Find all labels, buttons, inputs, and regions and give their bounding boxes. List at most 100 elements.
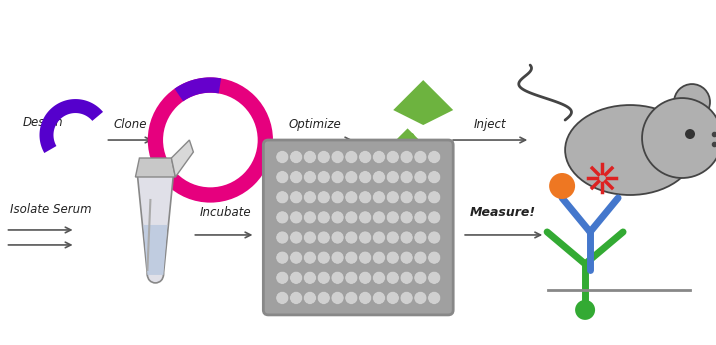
Circle shape [414,211,427,224]
Circle shape [372,211,385,224]
Circle shape [359,271,372,284]
Circle shape [372,191,385,204]
Circle shape [359,231,372,244]
Text: Measure!: Measure! [470,206,536,219]
Circle shape [317,251,330,264]
Circle shape [290,211,303,224]
Circle shape [427,231,441,244]
Circle shape [414,231,427,244]
Circle shape [276,211,289,224]
Circle shape [372,171,385,184]
Circle shape [414,271,427,284]
Circle shape [359,211,372,224]
Circle shape [331,251,344,264]
Circle shape [427,251,441,264]
Circle shape [304,211,316,224]
Text: Clone: Clone [114,118,147,130]
Circle shape [276,292,289,304]
Circle shape [304,150,316,164]
Circle shape [331,271,344,284]
Text: Incubate: Incubate [200,206,251,219]
Circle shape [359,191,372,204]
Circle shape [387,211,400,224]
Circle shape [331,191,344,204]
Circle shape [400,191,413,204]
Text: Inject: Inject [474,118,506,130]
Circle shape [290,251,303,264]
Circle shape [414,191,427,204]
Circle shape [414,150,427,164]
Circle shape [674,84,710,120]
Circle shape [317,150,330,164]
Ellipse shape [565,105,695,195]
Polygon shape [377,128,419,170]
Circle shape [317,191,330,204]
Circle shape [387,191,400,204]
Polygon shape [135,158,175,177]
Text: Isolate Serum: Isolate Serum [10,204,92,216]
Circle shape [276,171,289,184]
Circle shape [427,271,441,284]
Circle shape [276,150,289,164]
Circle shape [642,98,716,178]
Circle shape [372,292,385,304]
Circle shape [387,171,400,184]
Polygon shape [171,140,193,177]
Text: Optimize: Optimize [289,118,342,130]
Polygon shape [370,154,394,178]
Circle shape [345,150,358,164]
FancyBboxPatch shape [263,140,453,315]
Circle shape [387,150,400,164]
Circle shape [345,251,358,264]
Circle shape [400,171,413,184]
Circle shape [304,191,316,204]
Circle shape [276,271,289,284]
Circle shape [290,191,303,204]
Circle shape [359,292,372,304]
Circle shape [400,231,413,244]
Circle shape [400,251,413,264]
Circle shape [276,231,289,244]
Circle shape [304,271,316,284]
Circle shape [331,292,344,304]
Circle shape [290,150,303,164]
Circle shape [331,171,344,184]
Circle shape [549,173,575,199]
Circle shape [427,292,441,304]
Circle shape [414,251,427,264]
Circle shape [400,150,413,164]
Circle shape [317,231,330,244]
Circle shape [345,171,358,184]
Polygon shape [143,225,168,275]
Circle shape [345,211,358,224]
Circle shape [414,171,427,184]
Circle shape [331,150,344,164]
Circle shape [359,171,372,184]
Circle shape [276,251,289,264]
Circle shape [427,171,441,184]
Circle shape [372,231,385,244]
Circle shape [575,300,595,320]
Text: Design: Design [22,116,63,129]
Circle shape [304,171,316,184]
Circle shape [317,171,330,184]
Circle shape [290,231,303,244]
Circle shape [345,271,358,284]
Circle shape [387,271,400,284]
Circle shape [345,231,358,244]
Circle shape [427,191,441,204]
Circle shape [317,292,330,304]
Circle shape [290,271,303,284]
Circle shape [427,211,441,224]
Circle shape [331,211,344,224]
Circle shape [387,292,400,304]
Polygon shape [39,99,103,153]
Circle shape [372,251,385,264]
Circle shape [345,191,358,204]
Circle shape [685,129,695,139]
Circle shape [317,271,330,284]
Circle shape [387,231,400,244]
Circle shape [290,171,303,184]
Circle shape [359,251,372,264]
Circle shape [400,271,413,284]
